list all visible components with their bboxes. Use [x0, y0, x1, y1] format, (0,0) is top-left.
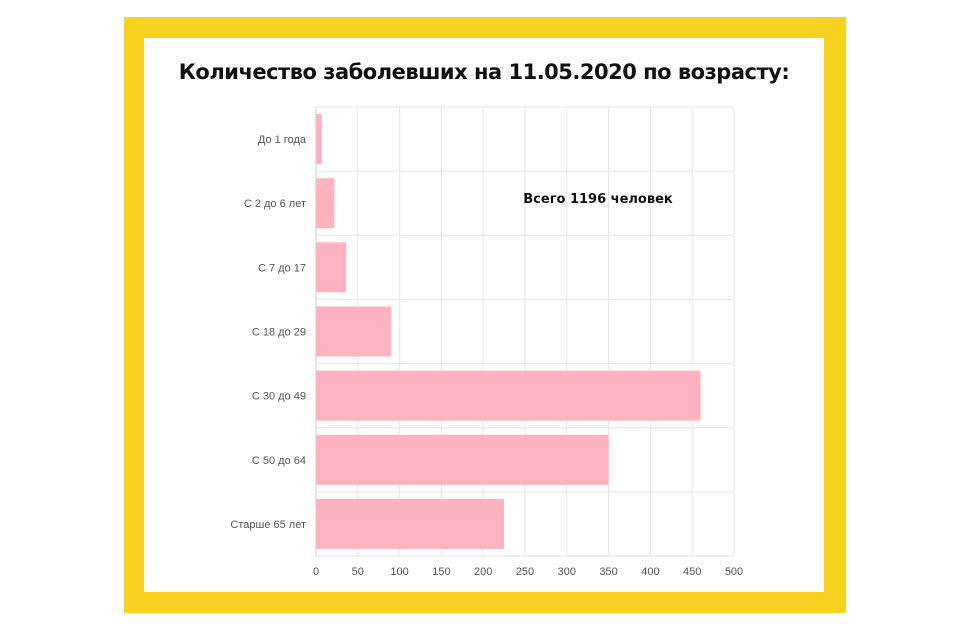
bar: [316, 114, 322, 165]
x-tick-label: 300: [558, 566, 576, 578]
x-axis-ticks: 0 50 100 150 200 250 300 350 400 450 500: [313, 566, 743, 578]
category-label: С 30 до 49: [252, 391, 306, 403]
x-tick-label: 0: [313, 566, 319, 578]
x-tick-label: 200: [474, 566, 492, 578]
category-labels: До 1 года С 2 до 6 лет С 7 до 17 С 18 до 29…: [230, 134, 306, 531]
bars: [316, 114, 701, 549]
x-tick-label: 150: [432, 566, 450, 578]
x-tick-label: 50: [352, 566, 364, 578]
bar: [316, 242, 347, 293]
category-label: С 50 до 64: [252, 455, 306, 467]
x-tick-label: 400: [641, 566, 659, 578]
category-label: До 1 года: [258, 134, 307, 146]
category-label: С 18 до 29: [252, 327, 306, 339]
total-annotation: Всего 1196 человек: [523, 192, 673, 207]
category-label: С 2 до 6 лет: [244, 198, 306, 210]
bar: [316, 306, 392, 357]
bar: [316, 178, 335, 229]
chart-title: Количество заболевших на 11.05.2020 по в…: [178, 60, 790, 84]
bar: [316, 370, 701, 421]
category-label: С 7 до 17: [258, 262, 306, 274]
x-tick-label: 450: [683, 566, 701, 578]
bar: [316, 498, 505, 549]
x-tick-label: 250: [516, 566, 534, 578]
x-tick-label: 350: [599, 566, 617, 578]
x-tick-label: 500: [725, 566, 743, 578]
x-tick-label: 100: [390, 566, 408, 578]
bar: [316, 434, 609, 485]
category-label: Старше 65 лет: [230, 519, 306, 531]
